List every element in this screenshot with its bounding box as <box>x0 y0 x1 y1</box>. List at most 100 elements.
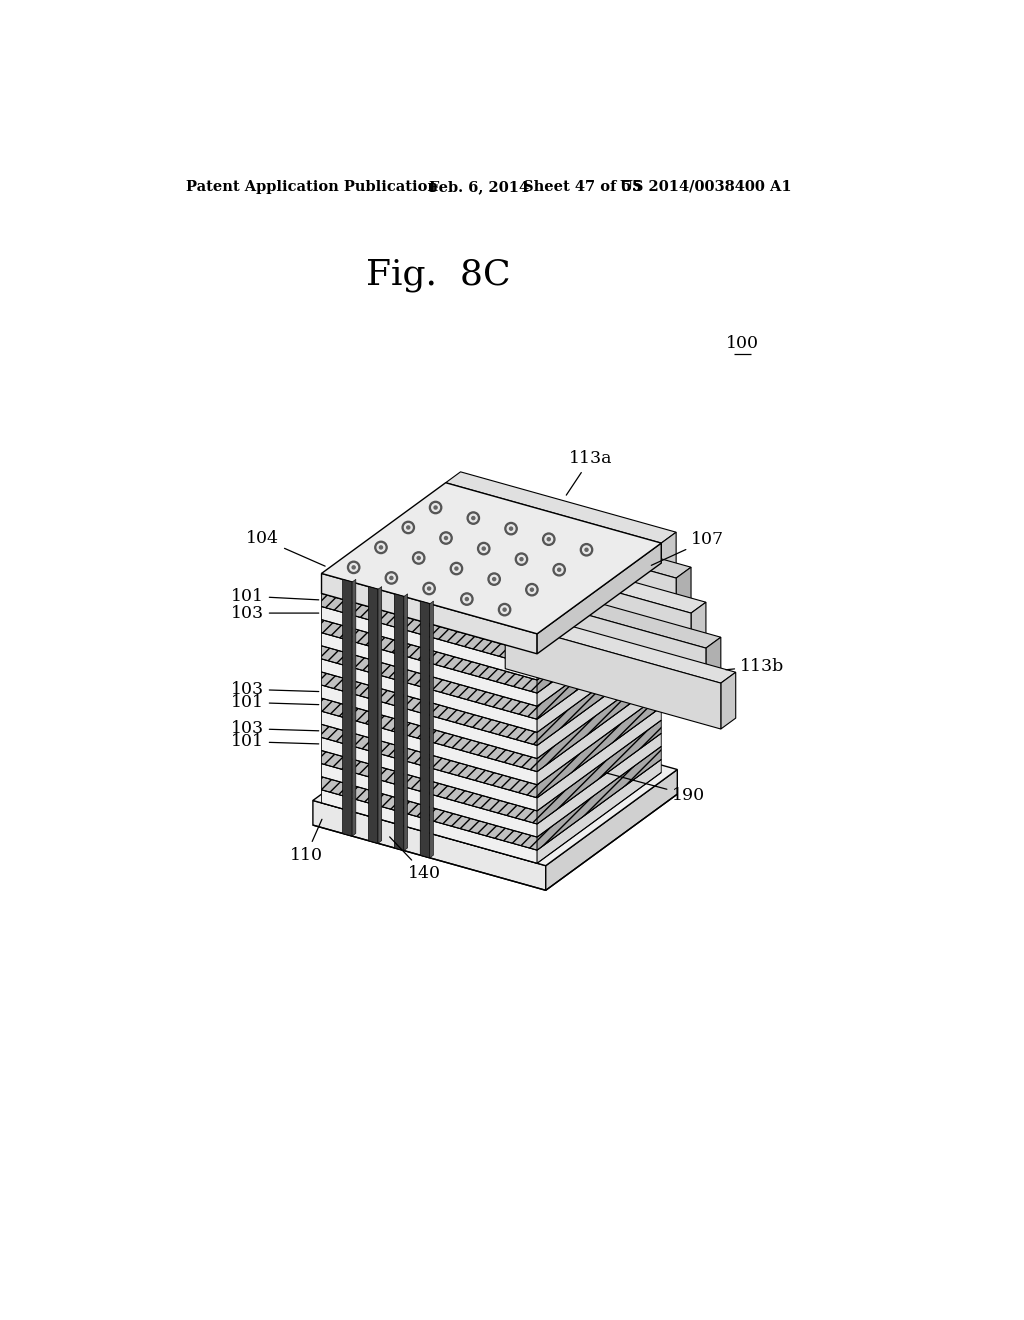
Circle shape <box>390 577 393 579</box>
Circle shape <box>377 544 385 552</box>
Polygon shape <box>691 602 706 659</box>
Circle shape <box>423 582 435 595</box>
Text: 107: 107 <box>651 531 724 565</box>
Circle shape <box>434 506 437 510</box>
Polygon shape <box>490 587 706 694</box>
Polygon shape <box>322 789 538 863</box>
Circle shape <box>380 546 383 549</box>
Circle shape <box>482 546 485 550</box>
Circle shape <box>442 535 450 543</box>
Polygon shape <box>475 553 691 659</box>
Polygon shape <box>430 601 433 858</box>
Circle shape <box>510 527 513 531</box>
Circle shape <box>558 568 561 572</box>
Polygon shape <box>369 586 378 843</box>
Circle shape <box>404 524 412 532</box>
Circle shape <box>583 546 591 553</box>
Polygon shape <box>538 655 662 759</box>
Circle shape <box>402 521 415 533</box>
Polygon shape <box>403 594 408 850</box>
Polygon shape <box>538 668 662 772</box>
Text: 113a: 113a <box>566 450 612 495</box>
Polygon shape <box>538 602 662 706</box>
Polygon shape <box>461 507 691 578</box>
Circle shape <box>453 565 460 573</box>
Circle shape <box>347 561 359 573</box>
Polygon shape <box>322 483 662 634</box>
Circle shape <box>543 533 555 545</box>
Polygon shape <box>313 705 677 866</box>
Circle shape <box>525 583 538 595</box>
Polygon shape <box>322 725 538 797</box>
Text: 113b: 113b <box>726 657 784 675</box>
Polygon shape <box>445 471 676 543</box>
Polygon shape <box>322 659 538 733</box>
Circle shape <box>415 554 423 562</box>
Circle shape <box>528 586 536 594</box>
Polygon shape <box>475 541 706 612</box>
Circle shape <box>515 553 527 565</box>
Polygon shape <box>538 734 662 837</box>
Circle shape <box>428 587 431 590</box>
Circle shape <box>505 523 517 535</box>
Polygon shape <box>322 763 538 837</box>
Text: Patent Application Publication: Patent Application Publication <box>186 180 438 194</box>
Text: 101: 101 <box>230 587 318 605</box>
Circle shape <box>432 504 439 511</box>
Polygon shape <box>322 672 538 746</box>
Polygon shape <box>394 594 403 850</box>
Text: 104: 104 <box>246 531 326 566</box>
Circle shape <box>507 525 515 532</box>
Polygon shape <box>706 638 721 694</box>
Circle shape <box>425 585 433 593</box>
Text: 103: 103 <box>230 681 318 698</box>
Circle shape <box>407 525 410 529</box>
Circle shape <box>480 545 487 553</box>
Polygon shape <box>505 612 735 684</box>
Polygon shape <box>538 564 662 667</box>
Circle shape <box>555 566 563 574</box>
Text: 101: 101 <box>230 694 318 711</box>
Circle shape <box>429 502 441 513</box>
Circle shape <box>463 595 471 603</box>
Circle shape <box>417 557 420 560</box>
Circle shape <box>451 562 463 574</box>
Polygon shape <box>322 594 538 667</box>
Polygon shape <box>538 628 662 733</box>
Polygon shape <box>322 685 538 759</box>
Polygon shape <box>313 800 546 890</box>
Circle shape <box>488 573 501 585</box>
Text: 110: 110 <box>290 820 323 863</box>
Polygon shape <box>662 532 676 589</box>
Circle shape <box>490 576 498 583</box>
Polygon shape <box>676 568 691 624</box>
Polygon shape <box>538 721 662 824</box>
Text: Sheet 47 of 55: Sheet 47 of 55 <box>523 180 642 194</box>
Polygon shape <box>490 577 721 648</box>
Polygon shape <box>505 623 721 729</box>
Text: 190: 190 <box>606 772 706 804</box>
Polygon shape <box>721 672 735 729</box>
Circle shape <box>493 578 496 581</box>
Circle shape <box>444 536 447 540</box>
Circle shape <box>585 548 588 552</box>
Polygon shape <box>322 573 538 653</box>
Polygon shape <box>538 681 662 784</box>
Circle shape <box>581 544 593 556</box>
Circle shape <box>503 609 506 611</box>
Circle shape <box>469 515 477 521</box>
Polygon shape <box>322 776 538 850</box>
Circle shape <box>387 574 395 582</box>
Circle shape <box>440 532 453 544</box>
Circle shape <box>465 598 468 601</box>
Text: 100: 100 <box>726 335 759 352</box>
Polygon shape <box>322 645 538 719</box>
Polygon shape <box>352 579 356 836</box>
Circle shape <box>472 516 475 520</box>
Text: US 2014/0038400 A1: US 2014/0038400 A1 <box>621 180 792 194</box>
Circle shape <box>352 566 355 569</box>
Circle shape <box>547 537 550 541</box>
Polygon shape <box>546 770 677 890</box>
Circle shape <box>501 606 509 614</box>
Polygon shape <box>322 607 538 680</box>
